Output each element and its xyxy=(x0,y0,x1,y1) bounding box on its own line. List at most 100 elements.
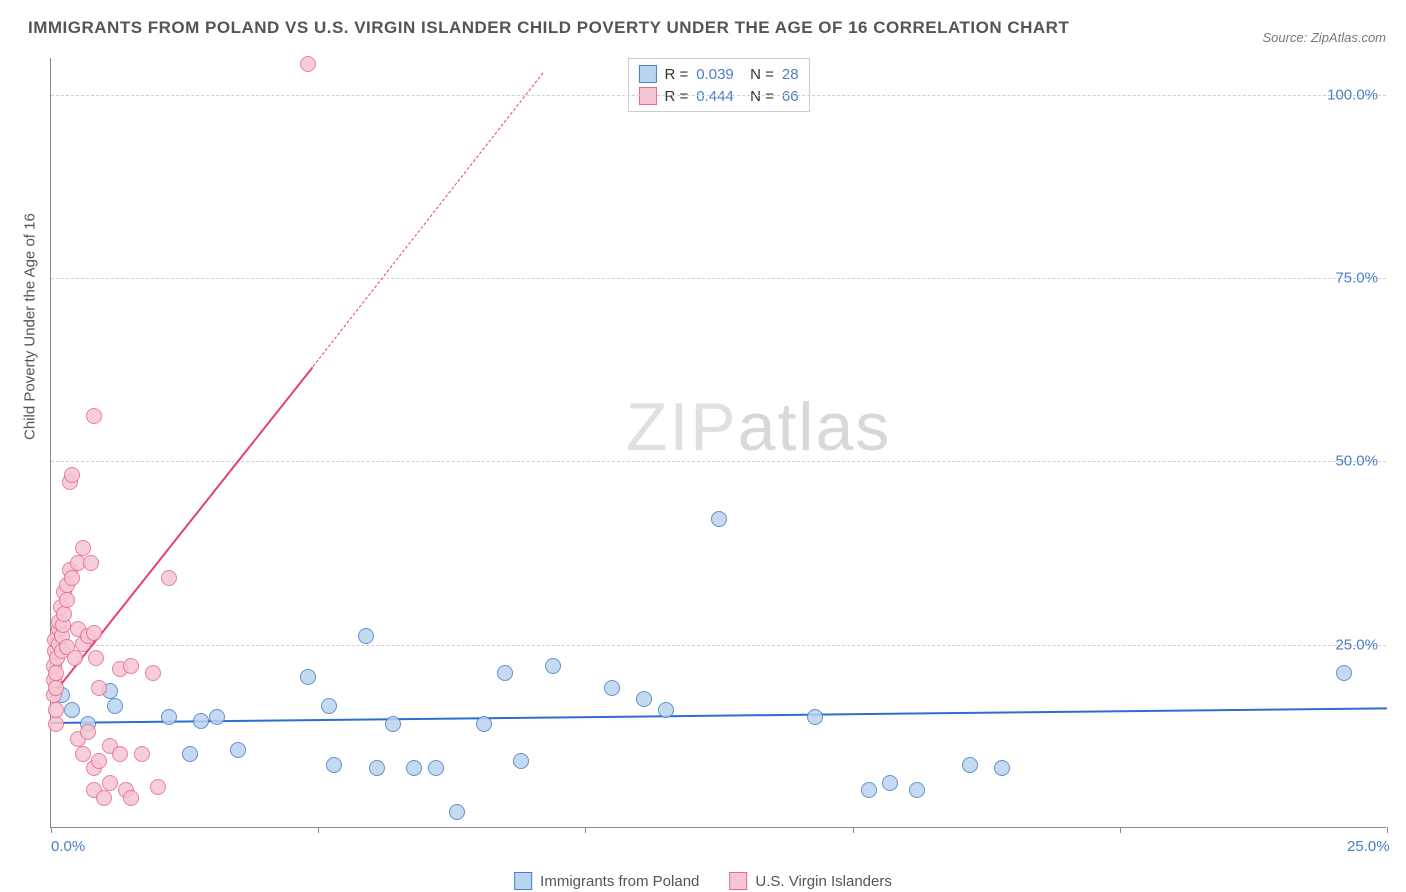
data-point xyxy=(75,746,91,762)
data-point xyxy=(91,753,107,769)
data-point xyxy=(67,650,83,666)
legend-swatch xyxy=(514,872,532,890)
gridline xyxy=(51,645,1386,646)
data-point xyxy=(48,716,64,732)
data-point xyxy=(145,665,161,681)
data-point xyxy=(193,713,209,729)
data-point xyxy=(86,408,102,424)
legend-label: U.S. Virgin Islanders xyxy=(755,873,891,890)
legend-r-label: R = xyxy=(664,88,688,105)
legend-swatch xyxy=(638,65,656,83)
x-tick xyxy=(853,827,854,833)
legend-r-label: R = xyxy=(664,66,688,83)
y-tick-label: 100.0% xyxy=(1327,86,1378,103)
data-point xyxy=(321,698,337,714)
data-point xyxy=(86,625,102,641)
legend-n-value: 28 xyxy=(782,66,799,83)
x-tick xyxy=(51,827,52,833)
legend-r-value: 0.039 xyxy=(696,66,734,83)
data-point xyxy=(96,790,112,806)
legend-swatch xyxy=(729,872,747,890)
data-point xyxy=(994,760,1010,776)
chart-title: IMMIGRANTS FROM POLAND VS U.S. VIRGIN IS… xyxy=(28,18,1069,38)
gridline xyxy=(51,461,1386,462)
y-tick-label: 50.0% xyxy=(1335,453,1378,470)
watermark-bold: ZIP xyxy=(626,389,738,465)
series-legend: Immigrants from Poland U.S. Virgin Island… xyxy=(514,872,892,890)
data-point xyxy=(909,782,925,798)
data-point xyxy=(161,709,177,725)
data-point xyxy=(80,724,96,740)
x-tick xyxy=(1387,827,1388,833)
data-point xyxy=(1336,665,1352,681)
gridline xyxy=(51,278,1386,279)
data-point xyxy=(476,716,492,732)
source-attribution: Source: ZipAtlas.com xyxy=(1262,30,1386,45)
data-point xyxy=(326,757,342,773)
legend-n-label: N = xyxy=(742,88,774,105)
data-point xyxy=(107,698,123,714)
data-point xyxy=(182,746,198,762)
data-point xyxy=(449,804,465,820)
data-point xyxy=(497,665,513,681)
data-point xyxy=(385,716,401,732)
data-point xyxy=(711,511,727,527)
data-point xyxy=(83,555,99,571)
legend-item: Immigrants from Poland xyxy=(514,872,699,890)
data-point xyxy=(358,628,374,644)
data-point xyxy=(300,669,316,685)
x-tick xyxy=(1120,827,1121,833)
x-tick xyxy=(318,827,319,833)
x-tick-label: 25.0% xyxy=(1347,838,1390,855)
legend-r-value: 0.444 xyxy=(696,88,734,105)
data-point xyxy=(861,782,877,798)
data-point xyxy=(604,680,620,696)
watermark-thin: atlas xyxy=(738,389,892,465)
data-point xyxy=(428,760,444,776)
trend-line xyxy=(312,73,543,367)
data-point xyxy=(59,592,75,608)
legend-swatch xyxy=(638,87,656,105)
data-point xyxy=(882,775,898,791)
data-point xyxy=(513,753,529,769)
legend-n-value: 66 xyxy=(782,88,799,105)
data-point xyxy=(64,467,80,483)
data-point xyxy=(112,746,128,762)
legend-item: U.S. Virgin Islanders xyxy=(729,872,891,890)
data-point xyxy=(64,702,80,718)
data-point xyxy=(369,760,385,776)
data-point xyxy=(48,680,64,696)
y-tick-label: 75.0% xyxy=(1335,270,1378,287)
data-point xyxy=(123,790,139,806)
legend-row: R = 0.444 N = 66 xyxy=(638,85,798,107)
correlation-legend: R = 0.039 N = 28R = 0.444 N = 66 xyxy=(627,58,809,112)
legend-label: Immigrants from Poland xyxy=(540,873,699,890)
data-point xyxy=(161,570,177,586)
data-point xyxy=(406,760,422,776)
data-point xyxy=(658,702,674,718)
data-point xyxy=(123,658,139,674)
data-point xyxy=(545,658,561,674)
data-point xyxy=(102,775,118,791)
trend-line xyxy=(51,707,1387,724)
legend-row: R = 0.039 N = 28 xyxy=(638,63,798,85)
data-point xyxy=(150,779,166,795)
data-point xyxy=(91,680,107,696)
data-point xyxy=(962,757,978,773)
y-axis-label: Child Poverty Under the Age of 16 xyxy=(22,213,39,440)
data-point xyxy=(230,742,246,758)
x-tick-label: 0.0% xyxy=(51,838,85,855)
x-tick xyxy=(585,827,586,833)
data-point xyxy=(56,606,72,622)
data-point xyxy=(75,540,91,556)
data-point xyxy=(636,691,652,707)
legend-n-label: N = xyxy=(742,66,774,83)
data-point xyxy=(64,570,80,586)
data-point xyxy=(88,650,104,666)
data-point xyxy=(209,709,225,725)
watermark: ZIPatlas xyxy=(626,388,891,466)
data-point xyxy=(48,702,64,718)
data-point xyxy=(300,56,316,72)
data-point xyxy=(48,665,64,681)
y-tick-label: 25.0% xyxy=(1335,636,1378,653)
